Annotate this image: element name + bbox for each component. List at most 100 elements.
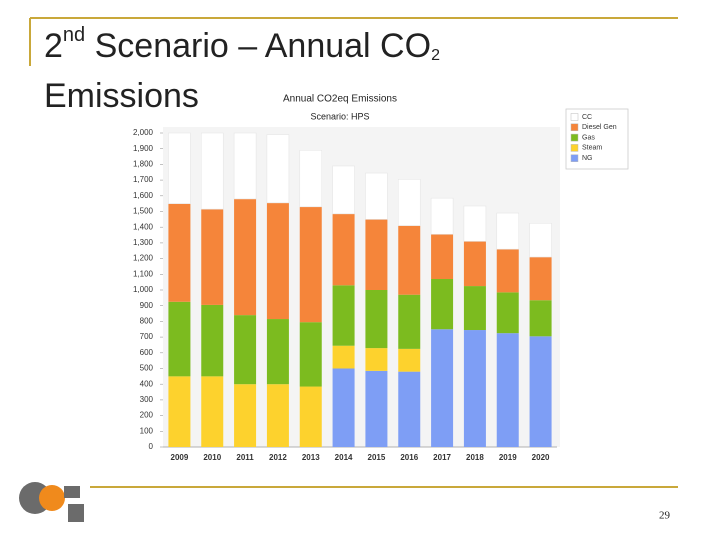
legend-label: CC	[582, 114, 592, 121]
bar-segment	[398, 371, 421, 447]
bar-segment	[168, 203, 191, 302]
y-tick-label: 0	[149, 442, 154, 451]
bar-segment	[332, 213, 355, 286]
y-tick-label: 800	[140, 317, 154, 326]
bar-segment	[496, 292, 519, 334]
bar-segment	[299, 206, 322, 323]
bar-segment	[168, 301, 191, 377]
y-tick-label: 1,400	[133, 222, 154, 231]
title-superscript: nd	[63, 24, 85, 46]
bar-segment	[201, 376, 224, 447]
bar-segment	[365, 290, 388, 349]
legend-label: NG	[582, 155, 593, 162]
bar-segment	[529, 336, 552, 447]
bar-segment	[266, 134, 290, 204]
bar-segment	[234, 198, 257, 316]
y-tick-label: 1,500	[133, 207, 154, 216]
bar-segment	[496, 333, 519, 447]
y-tick-label: 700	[140, 332, 154, 341]
bar-segment	[332, 285, 355, 346]
legend-label: Gas	[582, 134, 595, 141]
bar-segment	[398, 294, 421, 349]
bar-segment	[266, 319, 289, 385]
bar-segment	[200, 132, 224, 210]
x-tick-label: 2020	[532, 453, 550, 462]
legend-label: Steam	[582, 145, 602, 152]
y-tick-label: 2,000	[133, 128, 154, 137]
page-number: 29	[659, 510, 671, 522]
bar-segment	[332, 345, 355, 369]
logo-shape	[64, 486, 80, 498]
bar-segment	[332, 165, 355, 215]
bar-segment	[201, 209, 224, 305]
y-tick-label: 300	[140, 395, 154, 404]
legend-swatch	[570, 144, 579, 152]
x-tick-label: 2014	[335, 453, 353, 462]
x-tick-label: 2017	[433, 453, 451, 462]
y-tick-label: 1,600	[133, 191, 154, 200]
y-tick-label: 200	[140, 411, 154, 420]
y-tick-label: 1,700	[133, 175, 154, 184]
y-tick-label: 900	[140, 301, 154, 310]
y-tick-label: 100	[140, 426, 154, 435]
x-tick-label: 2011	[236, 453, 254, 462]
bar-segment	[463, 205, 487, 242]
bar-segment	[233, 132, 257, 200]
y-tick-label: 1,100	[133, 269, 154, 278]
bar-segment	[266, 202, 289, 320]
bar-segment	[529, 300, 552, 337]
bar-segment	[365, 348, 388, 371]
bar-segment	[463, 330, 486, 447]
y-tick-label: 1,900	[133, 144, 154, 153]
chart-subtitle: Scenario: HPS	[310, 111, 369, 121]
slide-title: 2nd Scenario – Annual CO2	[44, 24, 440, 65]
x-tick-label: 2013	[302, 453, 320, 462]
bar-segment	[365, 172, 388, 220]
bar-segment	[398, 348, 421, 372]
logo-shape	[39, 485, 65, 511]
legend-swatch	[570, 154, 579, 162]
bar-segment	[299, 149, 323, 208]
title-part: Scenario – Annual CO	[85, 27, 431, 65]
logo-shape	[68, 504, 84, 522]
y-tick-label: 400	[140, 379, 154, 388]
bar-segment	[365, 370, 388, 447]
x-tick-label: 2010	[203, 453, 221, 462]
bar-segment	[266, 384, 289, 447]
chart: 0 100 200 300 400 500 600 700 800 900 1,000 1,100 1,…	[133, 113, 617, 462]
y-tick-label: 600	[140, 348, 154, 357]
y-tick-label: 1,200	[133, 254, 154, 263]
legend-label: Diesel Gen	[582, 124, 617, 131]
bar-segment	[397, 179, 421, 226]
bar-segment	[168, 132, 191, 204]
bar-segment	[463, 241, 486, 287]
bar-segment	[365, 219, 388, 290]
y-tick-label: 1,000	[133, 285, 154, 294]
x-tick-label: 2016	[400, 453, 418, 462]
logo	[19, 482, 84, 522]
bar-segment	[398, 225, 421, 295]
y-tick-label: 500	[140, 364, 154, 373]
legend-swatch	[570, 133, 579, 142]
bar-segment	[431, 329, 454, 447]
x-tick-label: 2019	[499, 453, 517, 462]
bar-segment	[234, 315, 257, 385]
x-tick-label: 2012	[269, 453, 287, 462]
plot-background	[163, 127, 560, 447]
y-tick-label: 1,300	[133, 238, 154, 247]
bar-segment	[168, 376, 191, 447]
bar-segment	[299, 322, 322, 387]
bar-segment	[431, 234, 454, 280]
x-tick-label: 2018	[466, 453, 484, 462]
x-tick-label: 2015	[368, 453, 386, 462]
x-tick-label: 2009	[171, 453, 189, 462]
bar-segment	[299, 386, 322, 447]
bar-segment	[529, 257, 552, 301]
legend-swatch	[570, 123, 579, 132]
bar-segment	[234, 384, 257, 447]
bar-segment	[201, 304, 224, 377]
title-subscript: 2	[431, 47, 440, 64]
bar-segment	[431, 279, 454, 330]
bar-segment	[332, 368, 355, 447]
